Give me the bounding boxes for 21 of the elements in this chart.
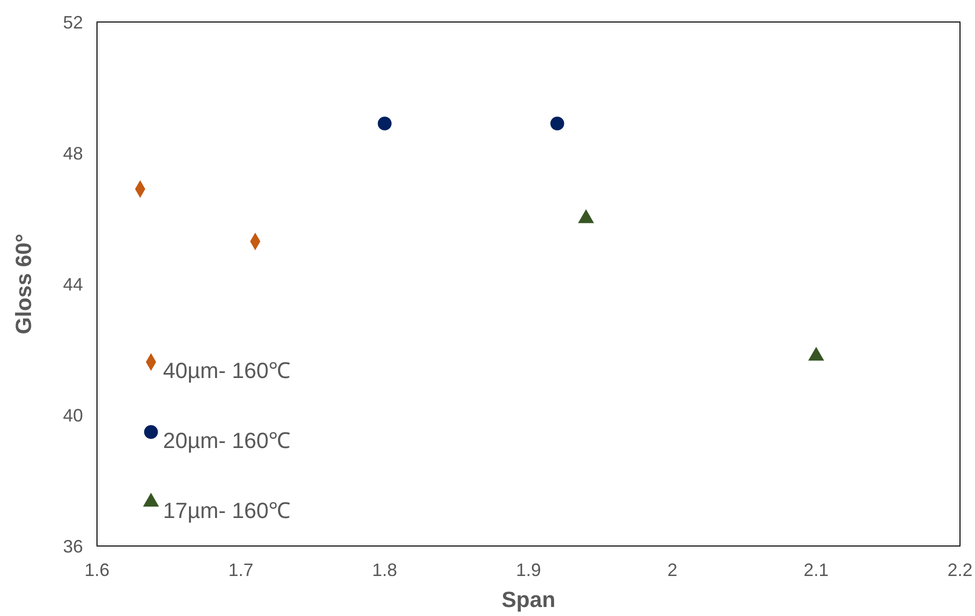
x-tick-label: 2.2	[947, 560, 973, 580]
y-tick-label: 40	[62, 405, 83, 426]
point	[578, 209, 594, 224]
x-axis-title: Span	[502, 587, 556, 612]
x-tick-label: 1.6	[84, 560, 110, 580]
x-tick-label: 1.8	[372, 560, 398, 580]
legend-label: 40µm- 160℃	[163, 358, 291, 383]
x-tick-label: 1.9	[516, 560, 542, 580]
y-tick-label: 36	[62, 536, 83, 556]
point	[378, 116, 392, 130]
point	[550, 116, 564, 130]
y-axis-title: Gloss 60°	[11, 234, 36, 334]
x-tick-label: 2	[667, 560, 678, 580]
y-tick-label: 44	[62, 274, 83, 294]
point	[808, 346, 824, 361]
legend-label: 20µm- 160℃	[163, 428, 291, 453]
x-tick-label: 1.7	[228, 560, 254, 580]
legend-label: 17µm- 160℃	[163, 498, 291, 523]
y-tick-label: 52	[62, 12, 83, 32]
x-tick-label: 2.1	[804, 560, 829, 580]
y-tick-label: 48	[62, 143, 83, 164]
